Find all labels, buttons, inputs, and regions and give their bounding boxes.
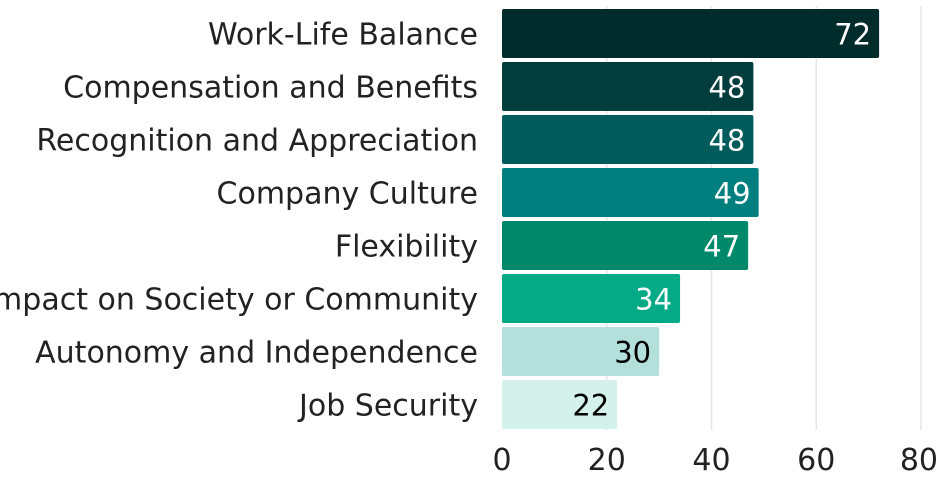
category-label-4: Flexibility: [335, 230, 478, 265]
data-label-4: 47: [703, 230, 740, 264]
x-tick-label-0: 0: [492, 443, 511, 478]
bar-4: [502, 221, 749, 270]
bar-0: [502, 9, 880, 58]
data-label-0: 72: [834, 18, 871, 52]
category-label-1: Compensation and Benefits: [63, 71, 478, 106]
x-tick-label-2: 40: [692, 443, 730, 478]
data-label-5: 34: [635, 283, 672, 317]
bar-5: [502, 274, 681, 323]
category-label-2: Recognition and Appreciation: [36, 124, 478, 159]
bar-7: [502, 380, 618, 429]
category-label-0: Work-Life Balance: [208, 18, 478, 53]
category-label-6: Autonomy and Independence: [35, 336, 478, 371]
bar-6: [502, 327, 660, 376]
data-label-7: 22: [572, 389, 609, 423]
bar-1: [502, 62, 754, 111]
bar-2: [502, 115, 754, 164]
category-label-7: Job Security: [297, 389, 478, 424]
data-label-2: 48: [708, 124, 745, 158]
data-label-3: 49: [714, 177, 751, 211]
x-tick-label-1: 20: [588, 443, 626, 478]
x-axis-ticks: 0 20 40 60 80: [492, 443, 938, 478]
x-tick-label-4: 80: [900, 443, 938, 478]
x-tick-label-3: 60: [797, 443, 835, 478]
bar-3: [502, 168, 759, 217]
category-label-3: Company Culture: [217, 177, 478, 212]
data-label-6: 30: [614, 336, 651, 370]
data-label-1: 48: [708, 71, 745, 105]
category-label-5: Impact on Society or Community: [0, 283, 478, 318]
category-labels: Work-Life Balance Compensation and Benefi…: [0, 18, 478, 424]
